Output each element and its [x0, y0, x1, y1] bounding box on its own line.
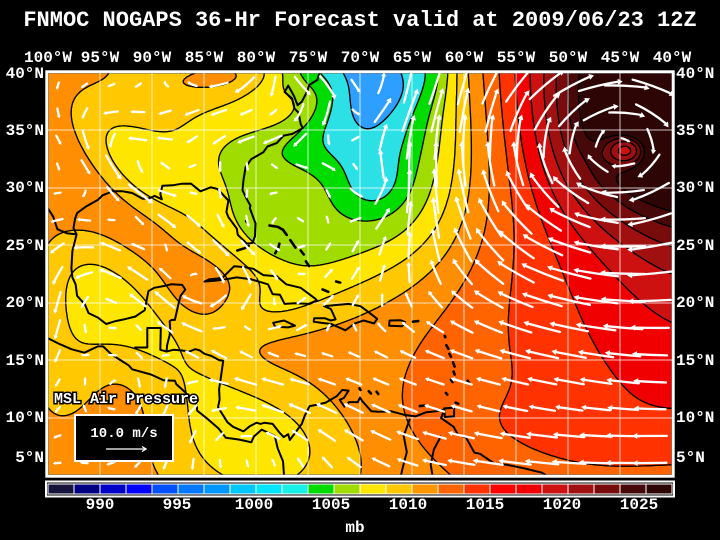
svg-text:30°N: 30°N [6, 179, 44, 197]
svg-text:20°N: 20°N [6, 294, 44, 312]
svg-text:5°N: 5°N [15, 449, 44, 467]
svg-text:75°W: 75°W [289, 49, 328, 67]
svg-text:70°W: 70°W [341, 49, 380, 67]
svg-text:25°N: 25°N [676, 237, 714, 255]
svg-text:10.0 m/s: 10.0 m/s [90, 426, 157, 442]
svg-text:45°W: 45°W [601, 49, 640, 67]
svg-text:50°W: 50°W [549, 49, 588, 67]
svg-text:1025: 1025 [620, 496, 658, 514]
svg-text:1010: 1010 [389, 496, 427, 514]
svg-text:1000: 1000 [235, 496, 273, 514]
svg-text:mb: mb [345, 519, 364, 537]
svg-text:25°N: 25°N [6, 237, 44, 255]
svg-text:90°W: 90°W [133, 49, 172, 67]
svg-text:60°W: 60°W [445, 49, 484, 67]
svg-text:40°N: 40°N [676, 65, 714, 83]
svg-text:990: 990 [86, 496, 115, 514]
svg-text:95°W: 95°W [81, 49, 120, 67]
svg-text:MSL Air Pressure: MSL Air Pressure [54, 391, 198, 408]
svg-text:40°N: 40°N [6, 65, 44, 83]
svg-text:20°N: 20°N [676, 294, 714, 312]
svg-text:10°N: 10°N [6, 409, 44, 427]
svg-text:15°N: 15°N [6, 352, 44, 370]
svg-text:995: 995 [163, 496, 192, 514]
svg-text:65°W: 65°W [393, 49, 432, 67]
svg-text:10°N: 10°N [676, 409, 714, 427]
svg-text:55°W: 55°W [497, 49, 536, 67]
svg-text:35°N: 35°N [676, 122, 714, 140]
svg-text:1015: 1015 [466, 496, 504, 514]
svg-text:1020: 1020 [543, 496, 581, 514]
svg-text:15°N: 15°N [676, 352, 714, 370]
svg-text:5°N: 5°N [676, 449, 705, 467]
svg-text:1005: 1005 [312, 496, 350, 514]
svg-text:80°W: 80°W [237, 49, 276, 67]
svg-text:100°W: 100°W [24, 49, 72, 67]
svg-text:FNMOC NOGAPS 36-Hr Forecast va: FNMOC NOGAPS 36-Hr Forecast valid at 200… [23, 8, 696, 33]
svg-text:35°N: 35°N [6, 122, 44, 140]
svg-text:85°W: 85°W [185, 49, 224, 67]
svg-text:40°W: 40°W [653, 49, 692, 67]
svg-text:30°N: 30°N [676, 179, 714, 197]
